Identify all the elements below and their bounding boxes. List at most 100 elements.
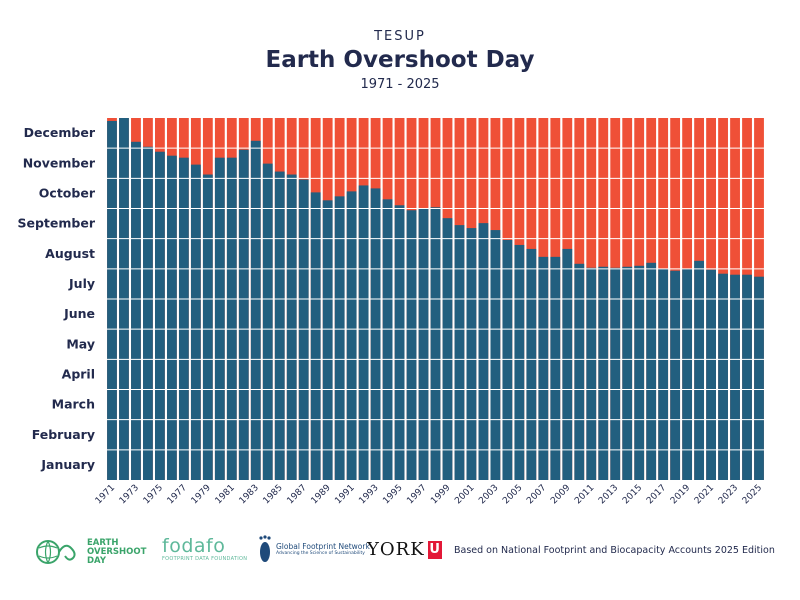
global-footprint-network-logo[interactable]: Global Footprint Network Advancing the S…: [258, 534, 370, 564]
overshoot-day-bar-2022: [718, 273, 728, 480]
y-tick-label: October: [39, 185, 96, 200]
overshoot-day-bar-2000: [454, 225, 465, 480]
x-tick-label: 2025: [741, 483, 764, 506]
y-axis-labels: January February March April May June July Augu…: [18, 125, 96, 472]
overshoot-day-bar-2018: [670, 270, 681, 480]
x-tick-label: 2005: [501, 483, 524, 506]
overshoot-day-bar-1992: [358, 185, 369, 480]
x-tick-label: 2017: [645, 483, 668, 506]
y-tick-label: July: [68, 276, 95, 291]
york-university-logo[interactable]: YORK U: [367, 539, 442, 560]
overshoot-day-bar-2002: [478, 223, 489, 480]
x-tick-label: 2003: [477, 483, 500, 506]
overshoot-day-bar-1984: [262, 163, 273, 480]
overshoot-day-bar-1996: [406, 210, 417, 481]
eod-logo-line: OVERSHOOT: [87, 546, 147, 557]
y-tick-label: June: [63, 306, 95, 321]
overshoot-day-bar-1997: [418, 208, 429, 480]
fodafo-name: fodafo: [162, 535, 226, 557]
overshoot-day-bar-2016: [646, 262, 657, 480]
x-axis-labels: 1971 1973 1975 1977 1979 1981 1983 1985 1987 1989…: [94, 483, 764, 506]
overshoot-day-bar-2001: [466, 228, 477, 480]
fodafo-logo[interactable]: fodafo FOOTPRINT DATA FOUNDATION: [162, 536, 247, 562]
overshoot-day-bar-1988: [310, 192, 321, 481]
overshoot-day-bar-2020: [694, 260, 705, 480]
overshoot-day-bar-2004: [502, 239, 513, 480]
overshoot-day-bar-1999: [442, 218, 453, 480]
overshoot-day-bar-2006: [526, 248, 537, 480]
overshoot-day-bar-1993: [370, 188, 381, 480]
y-tick-label: January: [40, 457, 95, 472]
x-tick-label: 1983: [238, 483, 261, 506]
gridlines: [106, 147, 765, 451]
overshoot-day-bar-2003: [490, 230, 501, 480]
x-tick-label: 1997: [405, 483, 428, 506]
brand-name: TESUP: [374, 29, 426, 44]
y-tick-label: April: [62, 366, 95, 381]
chart-title: Earth Overshoot Day: [265, 47, 535, 73]
x-tick-label: 1991: [333, 483, 356, 506]
overshoot-day-bar-1994: [382, 199, 393, 480]
x-tick-label: 1981: [214, 483, 237, 506]
overshoot-day-bar-2011: [586, 267, 597, 480]
overshoot-day-bar-2021: [706, 269, 716, 480]
overshoot-day-bar-1985: [274, 171, 285, 481]
overshoot-day-bar-2013: [610, 267, 621, 480]
x-tick-label: 1979: [190, 483, 213, 506]
gfn-tagline: Advancing the Science of Sustainability: [276, 551, 365, 556]
overshoot-day-bar-1990: [334, 196, 345, 480]
overshoot-day-bar-2005: [514, 244, 525, 480]
x-tick-label: 1973: [118, 483, 141, 506]
eod-logo-line: EARTH: [87, 537, 119, 548]
overshoot-day-bar-2025: [754, 276, 764, 480]
x-tick-label: 2021: [693, 483, 716, 506]
overshoot-day-bar-1975: [155, 151, 165, 480]
chart-subtitle: 1971 - 2025: [360, 77, 440, 92]
earth-overshoot-day-logo[interactable]: EARTH OVERSHOOT DAY: [35, 538, 146, 566]
y-tick-label: September: [18, 216, 96, 231]
overshoot-day-bar-1989: [322, 200, 333, 480]
overshoot-day-bar-2008: [550, 256, 561, 480]
y-tick-label: February: [32, 427, 95, 442]
overshoot-day-bar-2015: [634, 265, 645, 480]
overshoot-day-bar-1978: [190, 164, 201, 480]
x-tick-label: 1995: [381, 483, 404, 506]
data-source-note: Based on National Footprint and Biocapac…: [454, 545, 775, 556]
overshoot-day-bar-1991: [346, 191, 357, 480]
eod-logo-line: DAY: [87, 555, 106, 566]
overshoot-day-bar-1987: [298, 179, 309, 480]
york-u-icon: U: [427, 540, 442, 559]
overshoot-day-bar-2019: [682, 268, 693, 480]
x-tick-label: 2009: [549, 483, 572, 506]
overshoot-day-bar-1973: [131, 141, 141, 480]
overshoot-day-bar-2012: [598, 266, 609, 480]
overshoot-day-bar-1981: [226, 157, 237, 480]
fodafo-subtitle: FOOTPRINT DATA FOUNDATION: [162, 556, 248, 562]
eod-logo-text: EARTH OVERSHOOT DAY: [87, 537, 147, 566]
x-tick-label: 1989: [310, 483, 333, 506]
overshoot-day-bar-1976: [166, 155, 177, 480]
x-tick-label: 1987: [286, 483, 309, 506]
x-tick-label: 1993: [357, 483, 380, 506]
x-tick-label: 1985: [262, 483, 285, 506]
overshoot-day-bar-2024: [742, 274, 752, 480]
x-tick-label: 2015: [621, 483, 644, 506]
x-tick-label: 2007: [525, 483, 548, 506]
y-tick-label: August: [45, 246, 95, 261]
overshoot-day-bar-2009: [562, 248, 573, 480]
overshoot-day-bar-1979: [202, 174, 213, 481]
overshoot-day-bar-1982: [238, 149, 249, 480]
overshoot-day-bar-1977: [178, 157, 189, 480]
footer: EARTH OVERSHOOT DAY fodafo FOOTPRINT DAT…: [0, 530, 800, 574]
x-tick-label: 2001: [453, 483, 476, 506]
x-tick-label: 1971: [94, 483, 117, 506]
x-tick-label: 1999: [429, 483, 452, 506]
y-tick-label: May: [66, 336, 95, 351]
x-tick-label: 1975: [142, 483, 165, 506]
york-name: YORK: [367, 539, 425, 560]
overshoot-day-bar-1983: [250, 140, 261, 480]
y-tick-label: November: [23, 155, 96, 170]
overshoot-day-bar-1995: [394, 205, 405, 480]
overshoot-day-bar-1980: [214, 157, 225, 480]
